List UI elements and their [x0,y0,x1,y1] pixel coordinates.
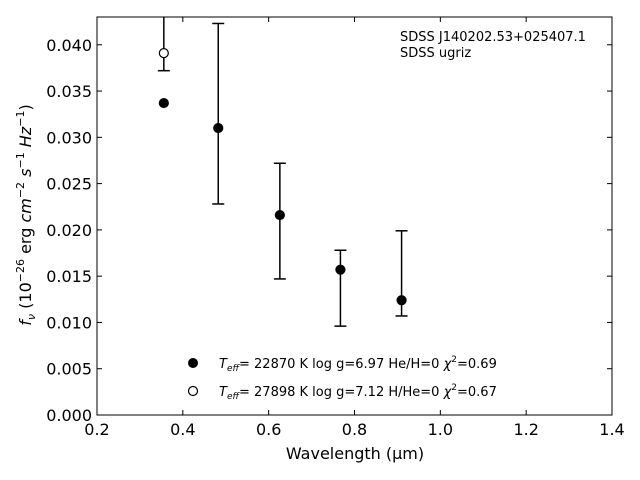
x-tick-label: 1.4 [599,420,624,439]
y-tick-label: 0.000 [46,406,92,425]
y-tick-label: 0.040 [46,36,92,55]
legend-entry-filled: Teff= 22870 K log g=6.97 He/H=0 χ2=0.69 [219,355,497,374]
y-axis-ticks: 0.000 0.005 0.010 0.015 0.020 0.025 0.030 0.035… [46,36,612,425]
x-axis-label: Wavelength (μm) [286,444,424,463]
x-tick-label: 0.4 [170,420,195,439]
object-annotation: SDSS J140202.53+025407.1 [400,30,586,45]
x-tick-label: 1.0 [428,420,453,439]
legend: Teff= 22870 K log g=6.97 He/H=0 χ2=0.69 … [187,355,497,402]
model-point-open [158,47,169,59]
y-tick-label: 0.020 [46,221,92,240]
model-point-filled [213,122,224,134]
y-tick-label: 0.010 [46,313,92,332]
x-tick-label: 1.2 [513,420,538,439]
plot-frame [96,16,613,416]
x-tick-label: 0.2 [84,420,109,439]
x-axis-ticks: 0.2 0.4 0.6 0.8 1.0 1.2 1.4 [84,17,625,439]
legend-marker-open [187,385,199,397]
model-point-filled [396,295,407,306]
error-bars [157,17,408,327]
model-point-filled [335,264,346,275]
model-point-filled [158,97,169,109]
axes-box [96,16,613,416]
y-tick-label: 0.025 [46,175,92,194]
model-point-filled [274,209,285,221]
legend-entry-open: Teff= 27898 K log g=7.12 H/He=0 χ2=0.67 [219,383,497,402]
x-tick-label: 0.8 [342,420,367,439]
y-tick-label: 0.030 [46,128,92,147]
legend-marker-filled [188,358,198,368]
y-tick-label: 0.005 [46,360,92,379]
x-tick-label: 0.6 [256,420,281,439]
y-tick-label: 0.015 [46,267,92,286]
data-points [158,47,407,306]
y-tick-label: 0.035 [46,82,92,101]
y-axis-label: fν (10−26 erg cm−2 s−1 Hz−1) [14,104,38,325]
filter-annotation: SDSS ugriz [400,46,471,61]
